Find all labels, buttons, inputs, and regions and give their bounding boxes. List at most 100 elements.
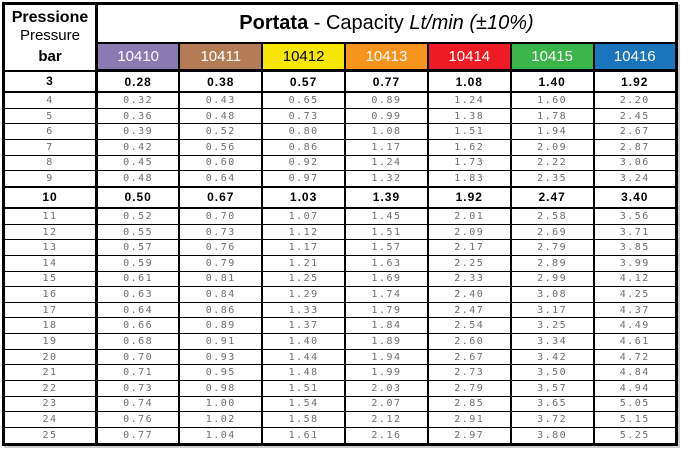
pressure-value-cell: 20 [2,348,98,366]
pressure-value-cell: 18 [2,317,98,335]
capacity-value-cell: 3.57 [509,379,595,397]
model-header-10412: 10412 [261,42,347,72]
capacity-value-cell: 1.60 [509,91,595,109]
capacity-value-cell: 0.32 [95,91,181,109]
capacity-value-cell: 1.92 [592,69,678,93]
capacity-value-cell: 3.72 [509,411,595,428]
capacity-value-cell: 0.64 [178,170,264,188]
capacity-value-cell: 0.95 [178,364,264,381]
capacity-value-cell: 0.50 [95,186,181,209]
table-body: 3 0.28 0.38 0.57 0.77 1.08 1.40 1.92 4 0.32 0.43 0.… [2,69,678,446]
capacity-value-cell: 0.89 [178,317,264,335]
capacity-value-cell: 4.61 [592,333,678,350]
capacity-value-cell: 2.79 [426,379,512,397]
capacity-value-cell: 0.36 [95,107,181,125]
capacity-value-cell: 2.47 [426,301,512,319]
capacity-value-cell: 0.73 [178,223,264,241]
capacity-value-cell: 1.61 [261,426,347,446]
capacity-value-cell: 0.70 [95,348,181,366]
capacity-value-cell: 2.12 [344,411,429,428]
capacity-value-cell: 1.78 [509,107,595,125]
capacity-value-cell: 0.86 [261,139,347,156]
capacity-value-cell: 2.67 [426,348,512,366]
capacity-value-cell: 3.17 [509,301,595,319]
capacity-value-cell: 0.66 [95,317,181,335]
table-row: 7 0.42 0.56 0.86 1.17 1.62 2.09 2.87 [2,139,678,156]
pressure-value-cell: 11 [2,207,98,225]
capacity-value-cell: 1.17 [344,139,429,156]
capacity-value-cell: 1.39 [344,186,429,209]
capacity-value-cell: 0.60 [178,154,264,172]
capacity-table: Pressione Pressure bar Portata - Capacit… [2,2,678,446]
capacity-value-cell: 1.94 [509,123,595,141]
capacity-value-cell: 2.99 [509,270,595,288]
capacity-value-cell: 0.93 [178,348,264,366]
capacity-value-cell: 2.54 [426,317,512,335]
table-row: 9 0.48 0.64 0.97 1.32 1.83 2.35 3.24 [2,170,678,188]
pressure-value-cell: 8 [2,154,98,172]
capacity-value-cell: 0.98 [178,379,264,397]
capacity-value-cell: 2.16 [344,426,429,446]
title-capacity: - Capacity [308,12,410,34]
capacity-value-cell: 0.42 [95,139,181,156]
capacity-value-cell: 0.97 [261,170,347,188]
capacity-value-cell: 2.85 [426,395,512,413]
capacity-value-cell: 2.58 [509,207,595,225]
capacity-value-cell: 1.40 [261,333,347,350]
pressure-value-cell: 24 [2,411,98,428]
capacity-value-cell: 0.91 [178,333,264,350]
capacity-value-cell: 1.89 [344,333,429,350]
pressure-value-cell: 23 [2,395,98,413]
capacity-value-cell: 1.63 [344,254,429,272]
capacity-value-cell: 2.09 [426,223,512,241]
table-row: 14 0.59 0.79 1.21 1.63 2.25 2.89 3.99 [2,254,678,272]
capacity-value-cell: 1.79 [344,301,429,319]
capacity-value-cell: 1.03 [261,186,347,209]
capacity-value-cell: 2.69 [509,223,595,241]
capacity-value-cell: 1.17 [261,239,347,256]
capacity-value-cell: 2.09 [509,139,595,156]
capacity-value-cell: 0.77 [344,69,429,93]
table-row: 5 0.36 0.48 0.73 0.99 1.38 1.78 2.45 [2,107,678,125]
capacity-value-cell: 3.25 [509,317,595,335]
pressure-value-cell: 7 [2,139,98,156]
table-title: Portata - Capacity Lt/min (±10%) [95,3,678,44]
pressure-value-cell: 16 [2,286,98,303]
capacity-value-cell: 1.24 [344,154,429,172]
capacity-value-cell: 1.37 [261,317,347,335]
pressure-label-italian: Pressione [11,9,89,26]
capacity-value-cell: 2.45 [592,107,678,125]
table-row: 13 0.57 0.76 1.17 1.57 2.17 2.79 3.85 [2,239,678,256]
capacity-value-cell: 2.25 [426,254,512,272]
capacity-value-cell: 1.48 [261,364,347,381]
capacity-value-cell: 3.40 [592,186,678,209]
capacity-value-cell: 0.73 [261,107,347,125]
capacity-value-cell: 4.72 [592,348,678,366]
pressure-value-cell: 12 [2,223,98,241]
table-row: 21 0.71 0.95 1.48 1.99 2.73 3.50 4.84 [2,364,678,381]
capacity-value-cell: 2.33 [426,270,512,288]
capacity-value-cell: 2.87 [592,139,678,156]
title-portata: Portata [239,12,309,34]
model-header-10410: 10410 [95,42,181,72]
capacity-value-cell: 0.86 [178,301,264,319]
capacity-value-cell: 0.76 [178,239,264,256]
pressure-value-cell: 21 [2,364,98,381]
capacity-value-cell: 1.83 [426,170,512,188]
capacity-value-cell: 2.40 [426,286,512,303]
capacity-value-cell: 1.54 [261,395,347,413]
pressure-value-cell: 5 [2,107,98,125]
title-unit: Lt/min (±10%) [409,12,534,34]
capacity-value-cell: 4.25 [592,286,678,303]
capacity-value-cell: 0.65 [261,91,347,109]
capacity-value-cell: 2.67 [592,123,678,141]
pressure-value-cell: 4 [2,91,98,109]
model-header-10413: 10413 [344,42,429,72]
capacity-value-cell: 0.79 [178,254,264,272]
model-header-10416: 10416 [592,42,678,72]
capacity-value-cell: 0.48 [95,170,181,188]
capacity-value-cell: 1.58 [261,411,347,428]
pressure-value-cell: 19 [2,333,98,350]
capacity-value-cell: 1.57 [344,239,429,256]
table-row: 16 0.63 0.84 1.29 1.74 2.40 3.08 4.25 [2,286,678,303]
